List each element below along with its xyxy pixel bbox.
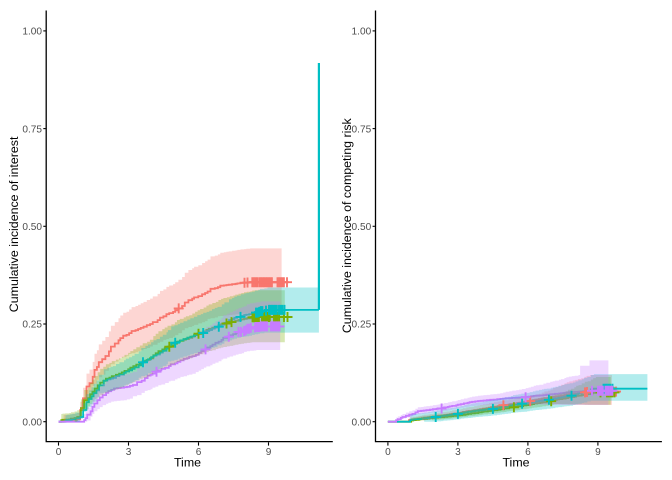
svg-text:Time: Time xyxy=(502,456,529,470)
svg-text:Cumulative incidence of intere: Cumulative incidence of interest xyxy=(7,136,21,312)
svg-text:0.00: 0.00 xyxy=(352,417,372,428)
svg-text:1.00: 1.00 xyxy=(352,27,372,38)
svg-text:3: 3 xyxy=(455,447,461,458)
svg-text:6: 6 xyxy=(196,447,202,458)
svg-text:9: 9 xyxy=(595,447,601,458)
svg-text:0.50: 0.50 xyxy=(352,222,372,233)
svg-text:0: 0 xyxy=(385,447,391,458)
svg-text:0: 0 xyxy=(56,447,62,458)
svg-text:9: 9 xyxy=(266,447,272,458)
svg-text:3: 3 xyxy=(126,447,132,458)
svg-text:0.00: 0.00 xyxy=(22,417,42,428)
svg-text:0.50: 0.50 xyxy=(22,222,42,233)
svg-text:1.00: 1.00 xyxy=(22,27,42,38)
svg-text:Time: Time xyxy=(174,456,201,470)
svg-text:0.25: 0.25 xyxy=(22,320,42,331)
svg-text:6: 6 xyxy=(525,447,531,458)
svg-text:0.25: 0.25 xyxy=(352,320,372,331)
svg-text:0.75: 0.75 xyxy=(352,124,372,135)
svg-text:0.75: 0.75 xyxy=(22,124,42,135)
svg-text:Cumulative incidence of compet: Cumulative incidence of competing risk xyxy=(340,117,354,333)
